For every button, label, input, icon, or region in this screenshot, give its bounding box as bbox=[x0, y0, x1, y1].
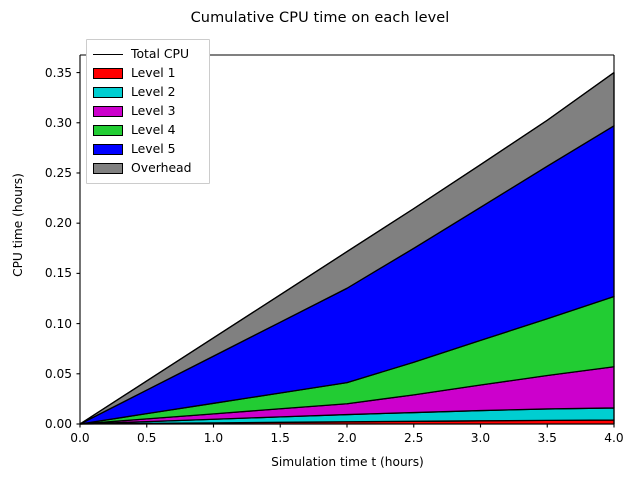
legend-color-swatch bbox=[93, 87, 123, 98]
chart-title: Cumulative CPU time on each level bbox=[190, 10, 450, 26]
legend-item-level-1: Level 1 bbox=[93, 64, 203, 83]
legend-color-swatch bbox=[93, 106, 123, 117]
legend-item-level-4: Level 4 bbox=[93, 121, 203, 140]
y-tick-label: 0.25 bbox=[44, 165, 72, 180]
y-tick-label: 0.00 bbox=[44, 417, 72, 431]
legend-item-label: Level 1 bbox=[131, 65, 176, 81]
total-cpu-line bbox=[79, 72, 615, 425]
x-axis-label: Simulation time t (hours) bbox=[271, 455, 424, 469]
x-tick-label: 0.5 bbox=[137, 431, 157, 445]
x-tick-label: 2.0 bbox=[337, 431, 357, 445]
chart-legend: Total CPU Level 1 Level 2 Level 3 Level 4 Lev… bbox=[86, 39, 210, 184]
legend-color-swatch bbox=[93, 68, 123, 79]
legend-color-swatch bbox=[93, 163, 123, 174]
y-tick-label: 0.30 bbox=[44, 115, 72, 130]
legend-item-label: Overhead bbox=[131, 160, 192, 176]
legend-item-level-2: Level 2 bbox=[93, 83, 203, 102]
legend-line-marker bbox=[93, 49, 123, 60]
y-tick-label: 0.05 bbox=[44, 366, 72, 381]
legend-item-label: Level 5 bbox=[131, 141, 176, 157]
legend-item-total-cpu: Total CPU bbox=[93, 45, 203, 64]
y-tick-label: 0.15 bbox=[44, 266, 72, 281]
legend-item-overhead: Overhead bbox=[93, 159, 203, 178]
y-tick-label: 0.10 bbox=[44, 316, 72, 331]
x-tick-label: 1.5 bbox=[270, 431, 290, 445]
legend-item-label: Level 3 bbox=[131, 103, 176, 119]
legend-color-swatch bbox=[93, 144, 123, 155]
x-tick-label: 0.0 bbox=[70, 431, 90, 445]
x-tick-label: 2.5 bbox=[404, 431, 424, 445]
x-tick-label: 3.0 bbox=[470, 431, 491, 445]
x-tick-label: 4.0 bbox=[604, 431, 624, 445]
legend-item-label: Total CPU bbox=[131, 46, 190, 62]
legend-color-swatch bbox=[93, 125, 123, 136]
legend-line-glyph bbox=[93, 54, 123, 56]
legend-item-level-5: Level 5 bbox=[93, 140, 203, 159]
legend-item-level-3: Level 3 bbox=[93, 102, 203, 121]
legend-item-label: Level 2 bbox=[131, 84, 176, 100]
x-tick-label: 3.5 bbox=[537, 431, 557, 445]
y-tick-label: 0.35 bbox=[44, 65, 72, 80]
y-tick-label: 0.20 bbox=[44, 216, 72, 231]
x-tick-label: 1.0 bbox=[203, 431, 224, 445]
legend-item-label: Level 4 bbox=[131, 122, 176, 138]
